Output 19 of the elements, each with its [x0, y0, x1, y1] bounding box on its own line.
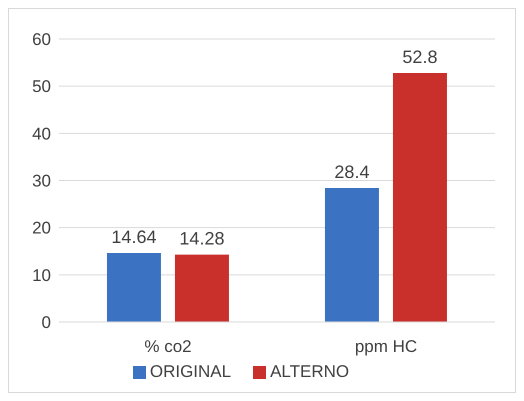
bar	[174, 254, 229, 322]
y-tick-label: 0	[42, 313, 51, 332]
data-label: 14.28	[179, 228, 224, 249]
x-tick-label: ppm HC	[354, 337, 418, 356]
y-tick-label: 30	[32, 172, 51, 191]
y-tick-label: 10	[32, 266, 51, 285]
legend-label: ALTERNO	[270, 362, 350, 381]
y-tick-label: 20	[32, 218, 51, 238]
y-tick-label: 50	[32, 77, 51, 96]
bar	[392, 72, 447, 322]
data-label: 52.8	[402, 46, 438, 67]
bar	[324, 188, 379, 322]
data-label: 28.4	[334, 162, 370, 182]
data-label: 14.64	[111, 226, 156, 247]
legend-label: ORIGINAL	[150, 362, 232, 381]
x-tick-label: % co2	[144, 337, 192, 356]
bar	[106, 252, 161, 322]
y-tick-label: 60	[32, 30, 51, 50]
y-tick-label: 40	[32, 124, 51, 144]
